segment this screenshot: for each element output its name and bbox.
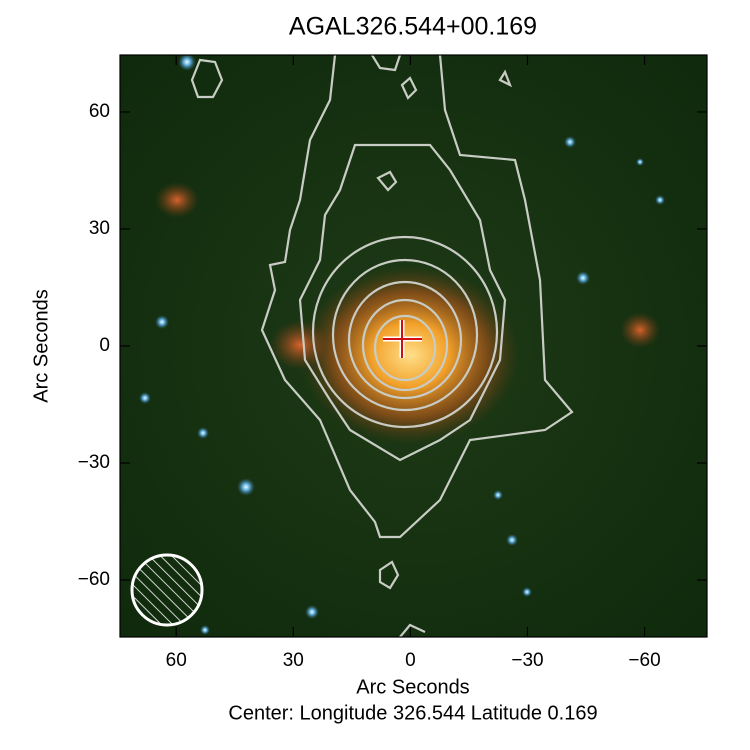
x-tick-label: 60 bbox=[166, 650, 187, 671]
source-marker bbox=[383, 320, 422, 358]
beam bbox=[130, 553, 204, 627]
y-tick-label: 30 bbox=[89, 218, 110, 239]
caption: Center: Longitude 326.544 Latitude 0.169 bbox=[228, 702, 597, 724]
y-tick-label: 0 bbox=[99, 335, 110, 356]
y-tick-label: 60 bbox=[89, 101, 110, 122]
x-tick-label: 30 bbox=[283, 650, 304, 671]
y-tick-label: −60 bbox=[78, 569, 110, 590]
x-tick-label: 0 bbox=[405, 650, 416, 671]
stars bbox=[139, 55, 665, 635]
y-tick-label: −30 bbox=[78, 452, 110, 473]
x-axis-label: Arc Seconds bbox=[356, 676, 469, 698]
chart-title: AGAL326.544+00.169 bbox=[289, 13, 537, 41]
y-axis-label: Arc Seconds bbox=[30, 289, 52, 402]
contours bbox=[190, 55, 574, 637]
x-tick-label: −30 bbox=[511, 650, 543, 671]
sky-image bbox=[120, 55, 707, 637]
x-tick-label: −60 bbox=[628, 650, 660, 671]
